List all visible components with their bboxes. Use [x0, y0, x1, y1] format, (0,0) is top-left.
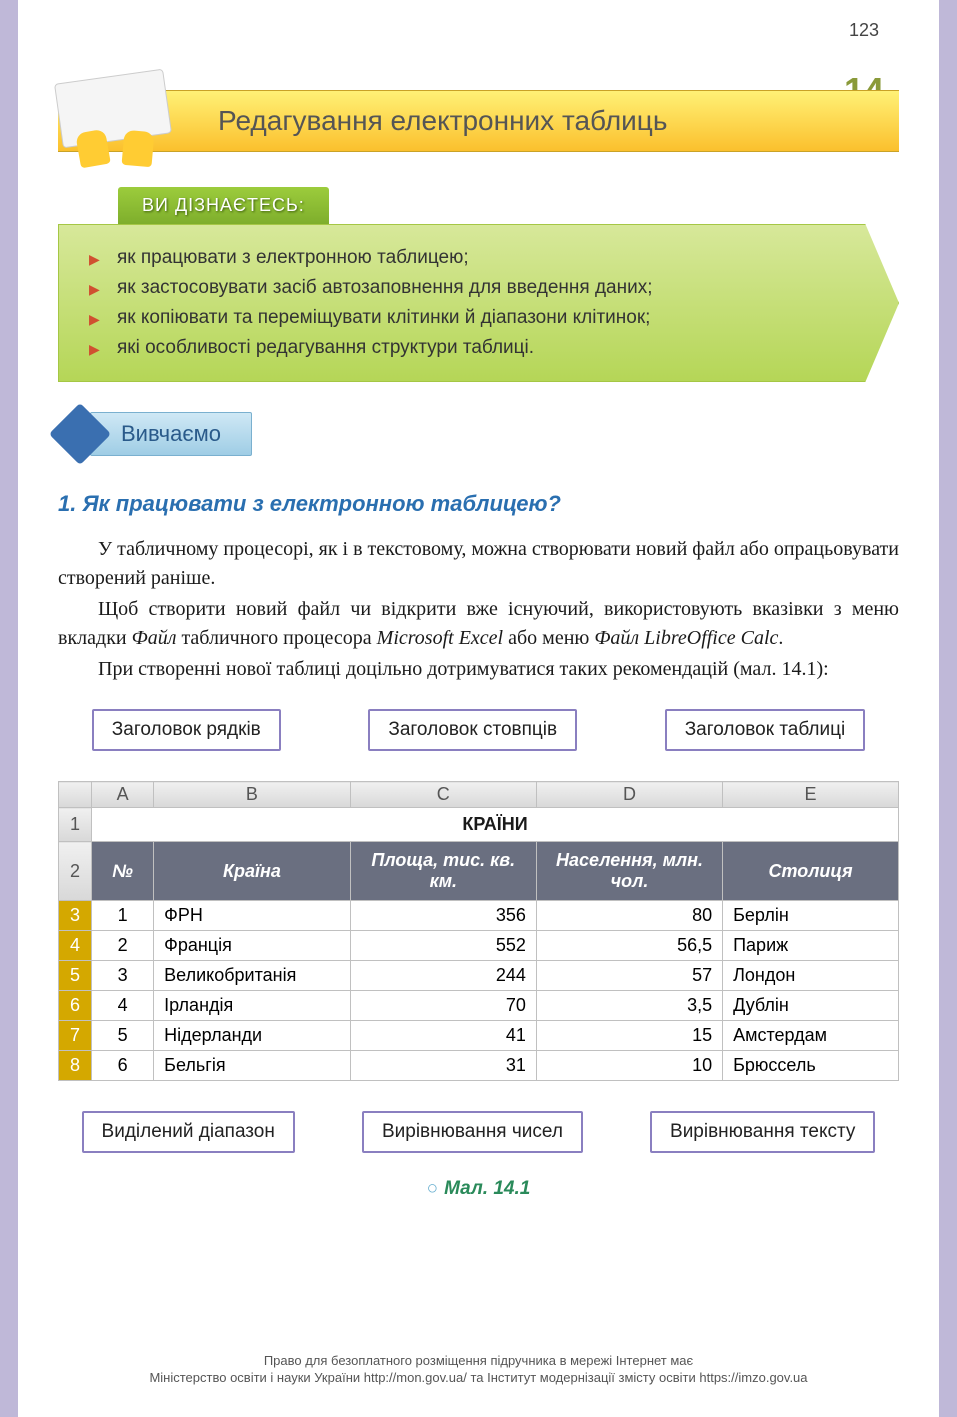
paragraph: Щоб створити новий файл чи відкрити вже … — [58, 595, 899, 653]
title-row: 1 КРАЇНИ — [59, 808, 899, 842]
header-cell: Столиця — [723, 842, 899, 901]
row-label-selected: 5 — [59, 961, 92, 991]
figure-caption: Мал. 14.1 — [58, 1178, 899, 1200]
cell-area: 31 — [350, 1051, 536, 1081]
paragraph: При створенні нової таблиці доцільно дот… — [58, 655, 899, 684]
keyboard-illustration — [48, 71, 198, 161]
cell-num: 2 — [92, 931, 154, 961]
learn-tab-label: ВИ ДІЗНАЄТЕСЬ: — [118, 187, 329, 224]
cell-pop: 57 — [536, 961, 722, 991]
cell-country: ФРН — [154, 901, 351, 931]
cell-area: 41 — [350, 1021, 536, 1051]
cell-country: Великобританія — [154, 961, 351, 991]
cell-num: 3 — [92, 961, 154, 991]
cell-num: 5 — [92, 1021, 154, 1051]
cell-pop: 10 — [536, 1051, 722, 1081]
col-label: B — [154, 782, 351, 808]
callout-table-title: Заголовок таблиці — [665, 709, 866, 751]
you-will-learn-block: ВИ ДІЗНАЄТЕСЬ: як працювати з електронно… — [58, 187, 899, 382]
cell-capital: Брюссель — [723, 1051, 899, 1081]
cell-pop: 80 — [536, 901, 722, 931]
cell-capital: Берлін — [723, 901, 899, 931]
col-label: E — [723, 782, 899, 808]
cell-area: 244 — [350, 961, 536, 991]
data-row: 6 4 Ірландія 70 3,5 Дублін — [59, 991, 899, 1021]
textbook-page: 123 14 Редагування електронних таблиць В… — [0, 0, 957, 1417]
cell-area: 356 — [350, 901, 536, 931]
header-cell: № — [92, 842, 154, 901]
cell-country: Бельгія — [154, 1051, 351, 1081]
study-label: Вивчаємо — [90, 412, 252, 456]
row-label-selected: 4 — [59, 931, 92, 961]
page-number: 123 — [839, 20, 889, 50]
footer-copyright: Право для безоплатного розміщення підруч… — [78, 1353, 879, 1387]
data-row: 4 2 Франція 552 56,5 Париж — [59, 931, 899, 961]
cell-pop: 15 — [536, 1021, 722, 1051]
col-label: D — [536, 782, 722, 808]
cell-capital: Амстердам — [723, 1021, 899, 1051]
cell-pop: 56,5 — [536, 931, 722, 961]
row-label-selected: 8 — [59, 1051, 92, 1081]
learn-list: як працювати з електронною таблицею; як … — [58, 224, 899, 382]
cell-country: Франція — [154, 931, 351, 961]
header-cell: Населення, млн. чол. — [536, 842, 722, 901]
question-heading: 1. Як працювати з електронною таблицею? — [58, 491, 899, 517]
cell-area: 70 — [350, 991, 536, 1021]
header-cell: Площа, тис. кв. км. — [350, 842, 536, 901]
callout-text-align: Вирівнювання тексту — [650, 1111, 875, 1153]
spreadsheet-figure: A B C D E 1 КРАЇНИ 2 № Країна Площа, тис… — [58, 781, 899, 1081]
cell-capital: Париж — [723, 931, 899, 961]
callout-col-header: Заголовок стовпців — [368, 709, 577, 751]
learn-item: як копіювати та переміщувати клітинки й … — [89, 303, 868, 333]
cell-num: 6 — [92, 1051, 154, 1081]
cell-area: 552 — [350, 931, 536, 961]
row-label: 1 — [59, 808, 92, 842]
data-row: 3 1 ФРН 356 80 Берлін — [59, 901, 899, 931]
chapter-title: Редагування електронних таблиць — [218, 105, 667, 136]
header-row: 2 № Країна Площа, тис. кв. км. Населення… — [59, 842, 899, 901]
data-row: 7 5 Нідерланди 41 15 Амстердам — [59, 1021, 899, 1051]
col-label: A — [92, 782, 154, 808]
learn-item: які особливості редагування структури та… — [89, 333, 868, 363]
cell-num: 4 — [92, 991, 154, 1021]
study-section-header: Вивчаємо — [58, 412, 899, 456]
header-cell: Країна — [154, 842, 351, 901]
learn-item: як застосовувати засіб автозаповнення дл… — [89, 273, 868, 303]
chapter-title-banner: Редагування електронних таблиць — [58, 90, 899, 152]
callouts-top: Заголовок рядків Заголовок стовпців Заго… — [58, 709, 899, 751]
data-row: 8 6 Бельгія 31 10 Брюссель — [59, 1051, 899, 1081]
cell-capital: Лондон — [723, 961, 899, 991]
data-row: 5 3 Великобританія 244 57 Лондон — [59, 961, 899, 991]
row-label-selected: 3 — [59, 901, 92, 931]
col-label: C — [350, 782, 536, 808]
callout-row-header: Заголовок рядків — [92, 709, 281, 751]
row-label-selected: 6 — [59, 991, 92, 1021]
cell-country: Ірландія — [154, 991, 351, 1021]
cell-country: Нідерланди — [154, 1021, 351, 1051]
row-label-selected: 7 — [59, 1021, 92, 1051]
col-label-row: A B C D E — [59, 782, 899, 808]
body-text: У табличному процесорі, як і в текстовом… — [58, 535, 899, 684]
callout-number-align: Вирівнювання чисел — [362, 1111, 583, 1153]
row-label: 2 — [59, 842, 92, 901]
cell-pop: 3,5 — [536, 991, 722, 1021]
callouts-bottom: Виділений діапазон Вирівнювання чисел Ви… — [58, 1111, 899, 1153]
paragraph: У табличному процесорі, як і в текстовом… — [58, 535, 899, 593]
table-title-cell: КРАЇНИ — [92, 808, 899, 842]
cell-capital: Дублін — [723, 991, 899, 1021]
cell-num: 1 — [92, 901, 154, 931]
learn-item: як працювати з електронною таблицею; — [89, 243, 868, 273]
corner-cell — [59, 782, 92, 808]
callout-selected-range: Виділений діапазон — [82, 1111, 295, 1153]
